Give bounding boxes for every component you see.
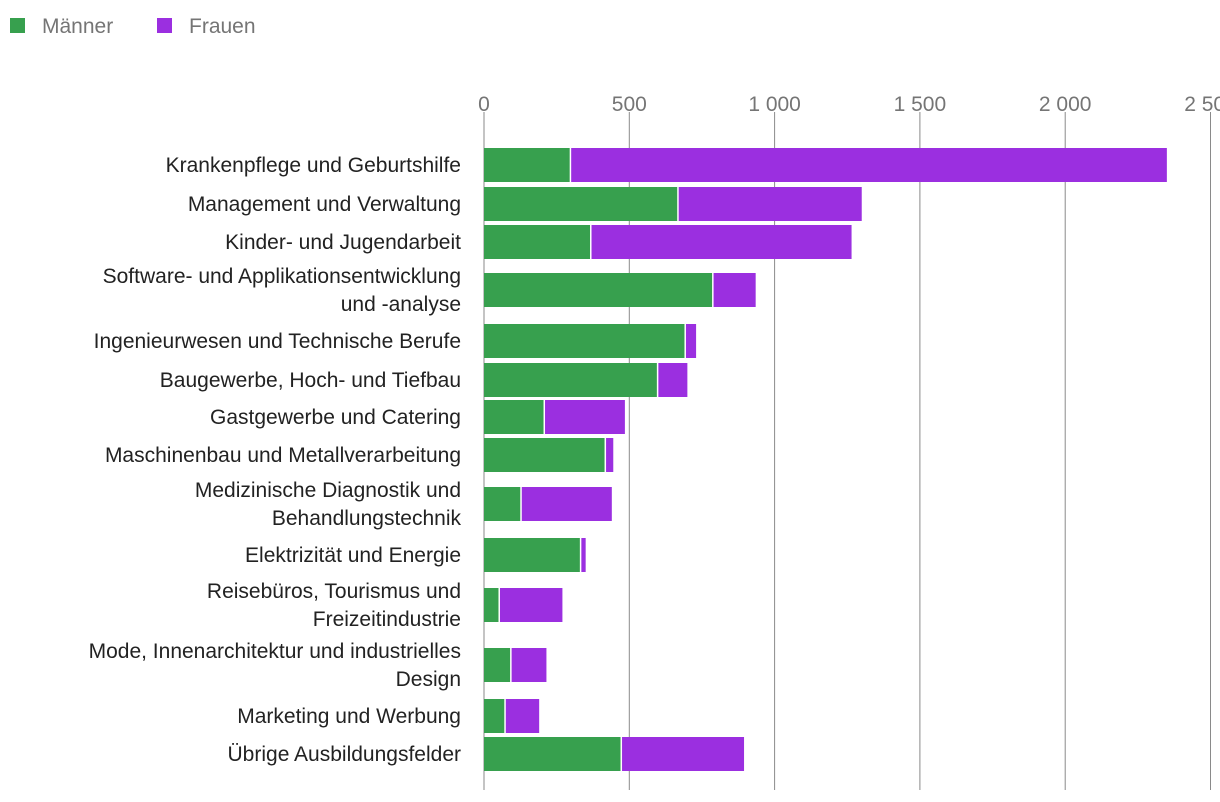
bar-frauen [606,438,614,472]
category-label: Elektrizität und Energie [245,544,461,567]
category-label: Gastgewerbe und Catering [210,406,461,429]
category-label-line: Krankenpflege und Geburtshilfe [166,154,461,177]
category-label-line: Übrige Ausbildungsfelder [228,743,461,766]
category-label-line: Baugewerbe, Hoch- und Tiefbau [160,369,461,392]
category-label-line: Behandlungstechnik [272,507,462,530]
bar-manner [484,699,505,733]
category-label-line: Marketing und Werbung [237,705,461,728]
bar-frauen [511,648,547,682]
category-label-line: Medizinische Diagnostik und [195,479,461,502]
bar-manner [484,438,605,472]
bar-frauen [545,400,625,434]
x-tick-label: 500 [612,93,647,116]
legend: Männer Frauen [10,15,256,38]
legend-swatch [10,18,25,33]
category-label-line: Mode, Innenarchitektur und industrielles [89,640,461,663]
category-label-line: Kinder- und Jugendarbeit [225,231,461,254]
category-label-line: und -analyse [341,293,461,316]
legend-swatch [157,18,172,33]
category-label-line: Design [396,668,461,691]
category-label: Mode, Innenarchitektur und industrielles… [89,640,461,691]
bar-frauen [685,324,697,358]
category-label: Reisebüros, Tourismus und Freizeitindustr… [207,580,461,631]
bar-manner [484,400,544,434]
x-tick-label: 1 500 [894,93,947,116]
category-label: Management und Verwaltung [188,193,461,216]
x-tick-label: 0 [478,93,490,116]
category-label: Maschinenbau und Metallverarbeitung [105,444,461,467]
category-label-line: Maschinenbau und Metallverarbeitung [105,444,461,467]
x-tick-label: 1 000 [748,93,801,116]
bar-manner [484,187,678,221]
legend-label: Männer [42,15,113,38]
x-tick-label: 2 500 [1184,93,1220,116]
bar-manner [484,487,521,521]
bar-manner [484,538,580,572]
bar-manner [484,737,621,771]
bar-manner [484,363,657,397]
category-label: Medizinische Diagnostik und Behandlungste… [195,479,462,530]
legend-item-frauen: Frauen [157,15,256,38]
category-label: Übrige Ausbildungsfelder [228,743,461,766]
bar-frauen [678,187,862,221]
legend-item-manner: Männer [10,15,113,38]
category-label: Ingenieurwesen und Technische Berufe [94,330,461,353]
bar-manner [484,148,570,182]
bar-manner [484,648,511,682]
bars [484,148,1167,771]
bar-frauen [658,363,688,397]
legend-label: Frauen [189,15,256,38]
category-label-line: Management und Verwaltung [188,193,461,216]
category-label-line: Ingenieurwesen und Technische Berufe [94,330,461,353]
bar-frauen [713,273,756,307]
x-tick-label: 2 000 [1039,93,1092,116]
bar-manner [484,324,685,358]
bar-manner [484,588,499,622]
x-axis-ticks: 0 500 1 000 1 500 2 000 2 500 [478,93,1220,116]
bar-frauen [591,225,852,259]
category-label: Krankenpflege und Geburtshilfe [166,154,461,177]
category-label-line: Elektrizität und Energie [245,544,461,567]
category-label: Marketing und Werbung [237,705,461,728]
category-label-line: Freizeitindustrie [313,608,461,631]
bar-frauen [622,737,745,771]
category-label-line: Gastgewerbe und Catering [210,406,461,429]
bar-manner [484,225,591,259]
bar-frauen [581,538,586,572]
bar-frauen [499,588,563,622]
category-label-line: Reisebüros, Tourismus und [207,580,461,603]
category-label: Kinder- und Jugendarbeit [225,231,461,254]
category-label: Baugewerbe, Hoch- und Tiefbau [160,369,461,392]
category-label-line: Software- und Applikationsentwicklung [103,265,461,288]
bar-manner [484,273,713,307]
category-labels: Krankenpflege und Geburtshilfe Management… [89,154,462,766]
bar-frauen [505,699,540,733]
bar-frauen [571,148,1167,182]
category-label: Software- und Applikationsentwicklung und… [103,265,461,316]
bar-frauen [521,487,612,521]
